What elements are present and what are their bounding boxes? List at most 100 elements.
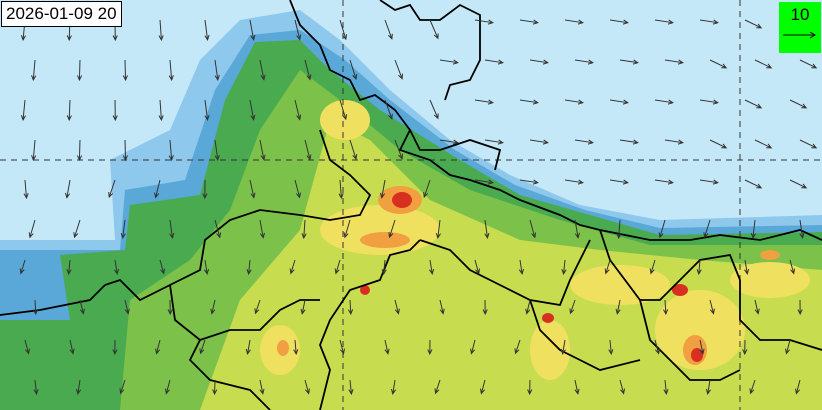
- wind-arrow: [514, 339, 521, 355]
- wind-arrow: [785, 339, 791, 355]
- wind-arrow: [709, 59, 728, 69]
- wind-arrow: [744, 19, 763, 29]
- wind-arrow: [214, 59, 220, 81]
- wind-arrow: [525, 299, 531, 315]
- wind-arrow: [112, 99, 118, 122]
- wind-arrow: [249, 19, 256, 41]
- wind-arrow: [73, 219, 81, 239]
- wind-arrow: [32, 299, 39, 316]
- wind-arrow: [663, 379, 669, 396]
- wind-arrow: [574, 139, 594, 145]
- wind-arrow: [300, 299, 306, 315]
- wind-arrow: [348, 379, 354, 396]
- wind-arrow: [381, 259, 387, 276]
- wind-arrow: [210, 299, 216, 315]
- wind-arrow: [246, 259, 252, 276]
- wind-arrow: [560, 339, 566, 355]
- wind-arrow: [164, 379, 171, 395]
- wind-arrow: [439, 59, 459, 65]
- wind-arrow: [518, 259, 525, 275]
- wind-arrow: [484, 59, 504, 65]
- wind-arrow: [434, 379, 441, 395]
- wind-arrow: [214, 139, 220, 161]
- wind-arrow: [604, 259, 611, 275]
- wind-arrow: [122, 139, 129, 162]
- wind-arrow: [294, 99, 302, 121]
- wind-arrow: [334, 259, 341, 275]
- wind-arrow: [23, 179, 29, 200]
- wind-arrow: [474, 179, 494, 185]
- wind-arrow: [429, 259, 435, 275]
- wind-arrow: [696, 259, 702, 276]
- wind-arrow: [155, 339, 161, 355]
- wind-arrow: [254, 299, 261, 315]
- wind-arrow: [744, 179, 763, 189]
- wind-arrow: [259, 59, 266, 81]
- wind-arrow: [564, 99, 584, 105]
- wind-arrow: [474, 99, 494, 105]
- wind-arrow: [169, 219, 175, 239]
- wind-arrow: [343, 219, 351, 239]
- wind-arrow: [699, 19, 719, 25]
- wind-arrow: [705, 379, 711, 395]
- wind-arrow: [654, 19, 674, 25]
- wind-arrow: [519, 179, 539, 185]
- wind-arrow: [379, 179, 386, 199]
- wind-arrow: [615, 299, 621, 315]
- wind-arrow: [168, 59, 174, 82]
- wind-arrow: [709, 139, 728, 149]
- wind-arrow: [122, 59, 129, 82]
- hotspots: [277, 186, 780, 365]
- wind-arrow: [749, 379, 756, 395]
- wind-arrow: [664, 139, 684, 145]
- wind-arrow: [429, 19, 439, 40]
- wind-arrow: [384, 339, 390, 355]
- wind-arrow: [76, 59, 83, 82]
- wind-arrow: [339, 19, 348, 41]
- wind-arrow: [301, 219, 307, 240]
- wind-arrow: [31, 59, 37, 82]
- wind-arrow: [384, 99, 393, 120]
- wind-arrow: [259, 139, 266, 161]
- wind-arrow: [158, 19, 164, 42]
- wind-arrow: [79, 299, 85, 315]
- wind-arrow: [574, 59, 594, 65]
- wind-arrow: [699, 179, 719, 185]
- wind-arrow: [338, 179, 344, 200]
- wind-arrow: [519, 19, 539, 25]
- wind-arrow: [214, 219, 222, 239]
- wind-arrow: [349, 59, 358, 81]
- wind-arrow: [439, 139, 459, 145]
- wind-arrow: [69, 339, 75, 355]
- wind-arrow: [394, 299, 400, 315]
- wind-arrow: [703, 219, 711, 239]
- wind-arrow: [347, 299, 354, 316]
- wind-arrow: [112, 339, 118, 356]
- wind-arrow: [619, 139, 639, 145]
- wind-arrow: [294, 179, 301, 199]
- wind-arrow: [654, 179, 674, 185]
- wind-arrow: [789, 99, 808, 109]
- wind-arrow: [474, 259, 481, 275]
- wind-arrow: [754, 59, 773, 69]
- wind-arrow: [66, 99, 72, 122]
- wind-arrow: [519, 99, 539, 105]
- wind-arrow: [154, 179, 161, 199]
- wind-arrow: [699, 339, 705, 355]
- wind-arrow: [394, 59, 404, 80]
- wind-arrow: [31, 139, 37, 162]
- wind-arrow: [527, 379, 533, 396]
- wind-arrow: [394, 139, 404, 160]
- wind-arrow: [529, 139, 549, 145]
- wind-arrow: [663, 299, 669, 316]
- wind-arrow: [649, 259, 656, 275]
- wind-arrow: [33, 379, 39, 396]
- wind-arrow: [742, 339, 748, 356]
- wind-arrow: [120, 219, 126, 240]
- wind-arrow: [168, 139, 174, 162]
- timestamp-label: 2026-01-09 20: [1, 1, 122, 27]
